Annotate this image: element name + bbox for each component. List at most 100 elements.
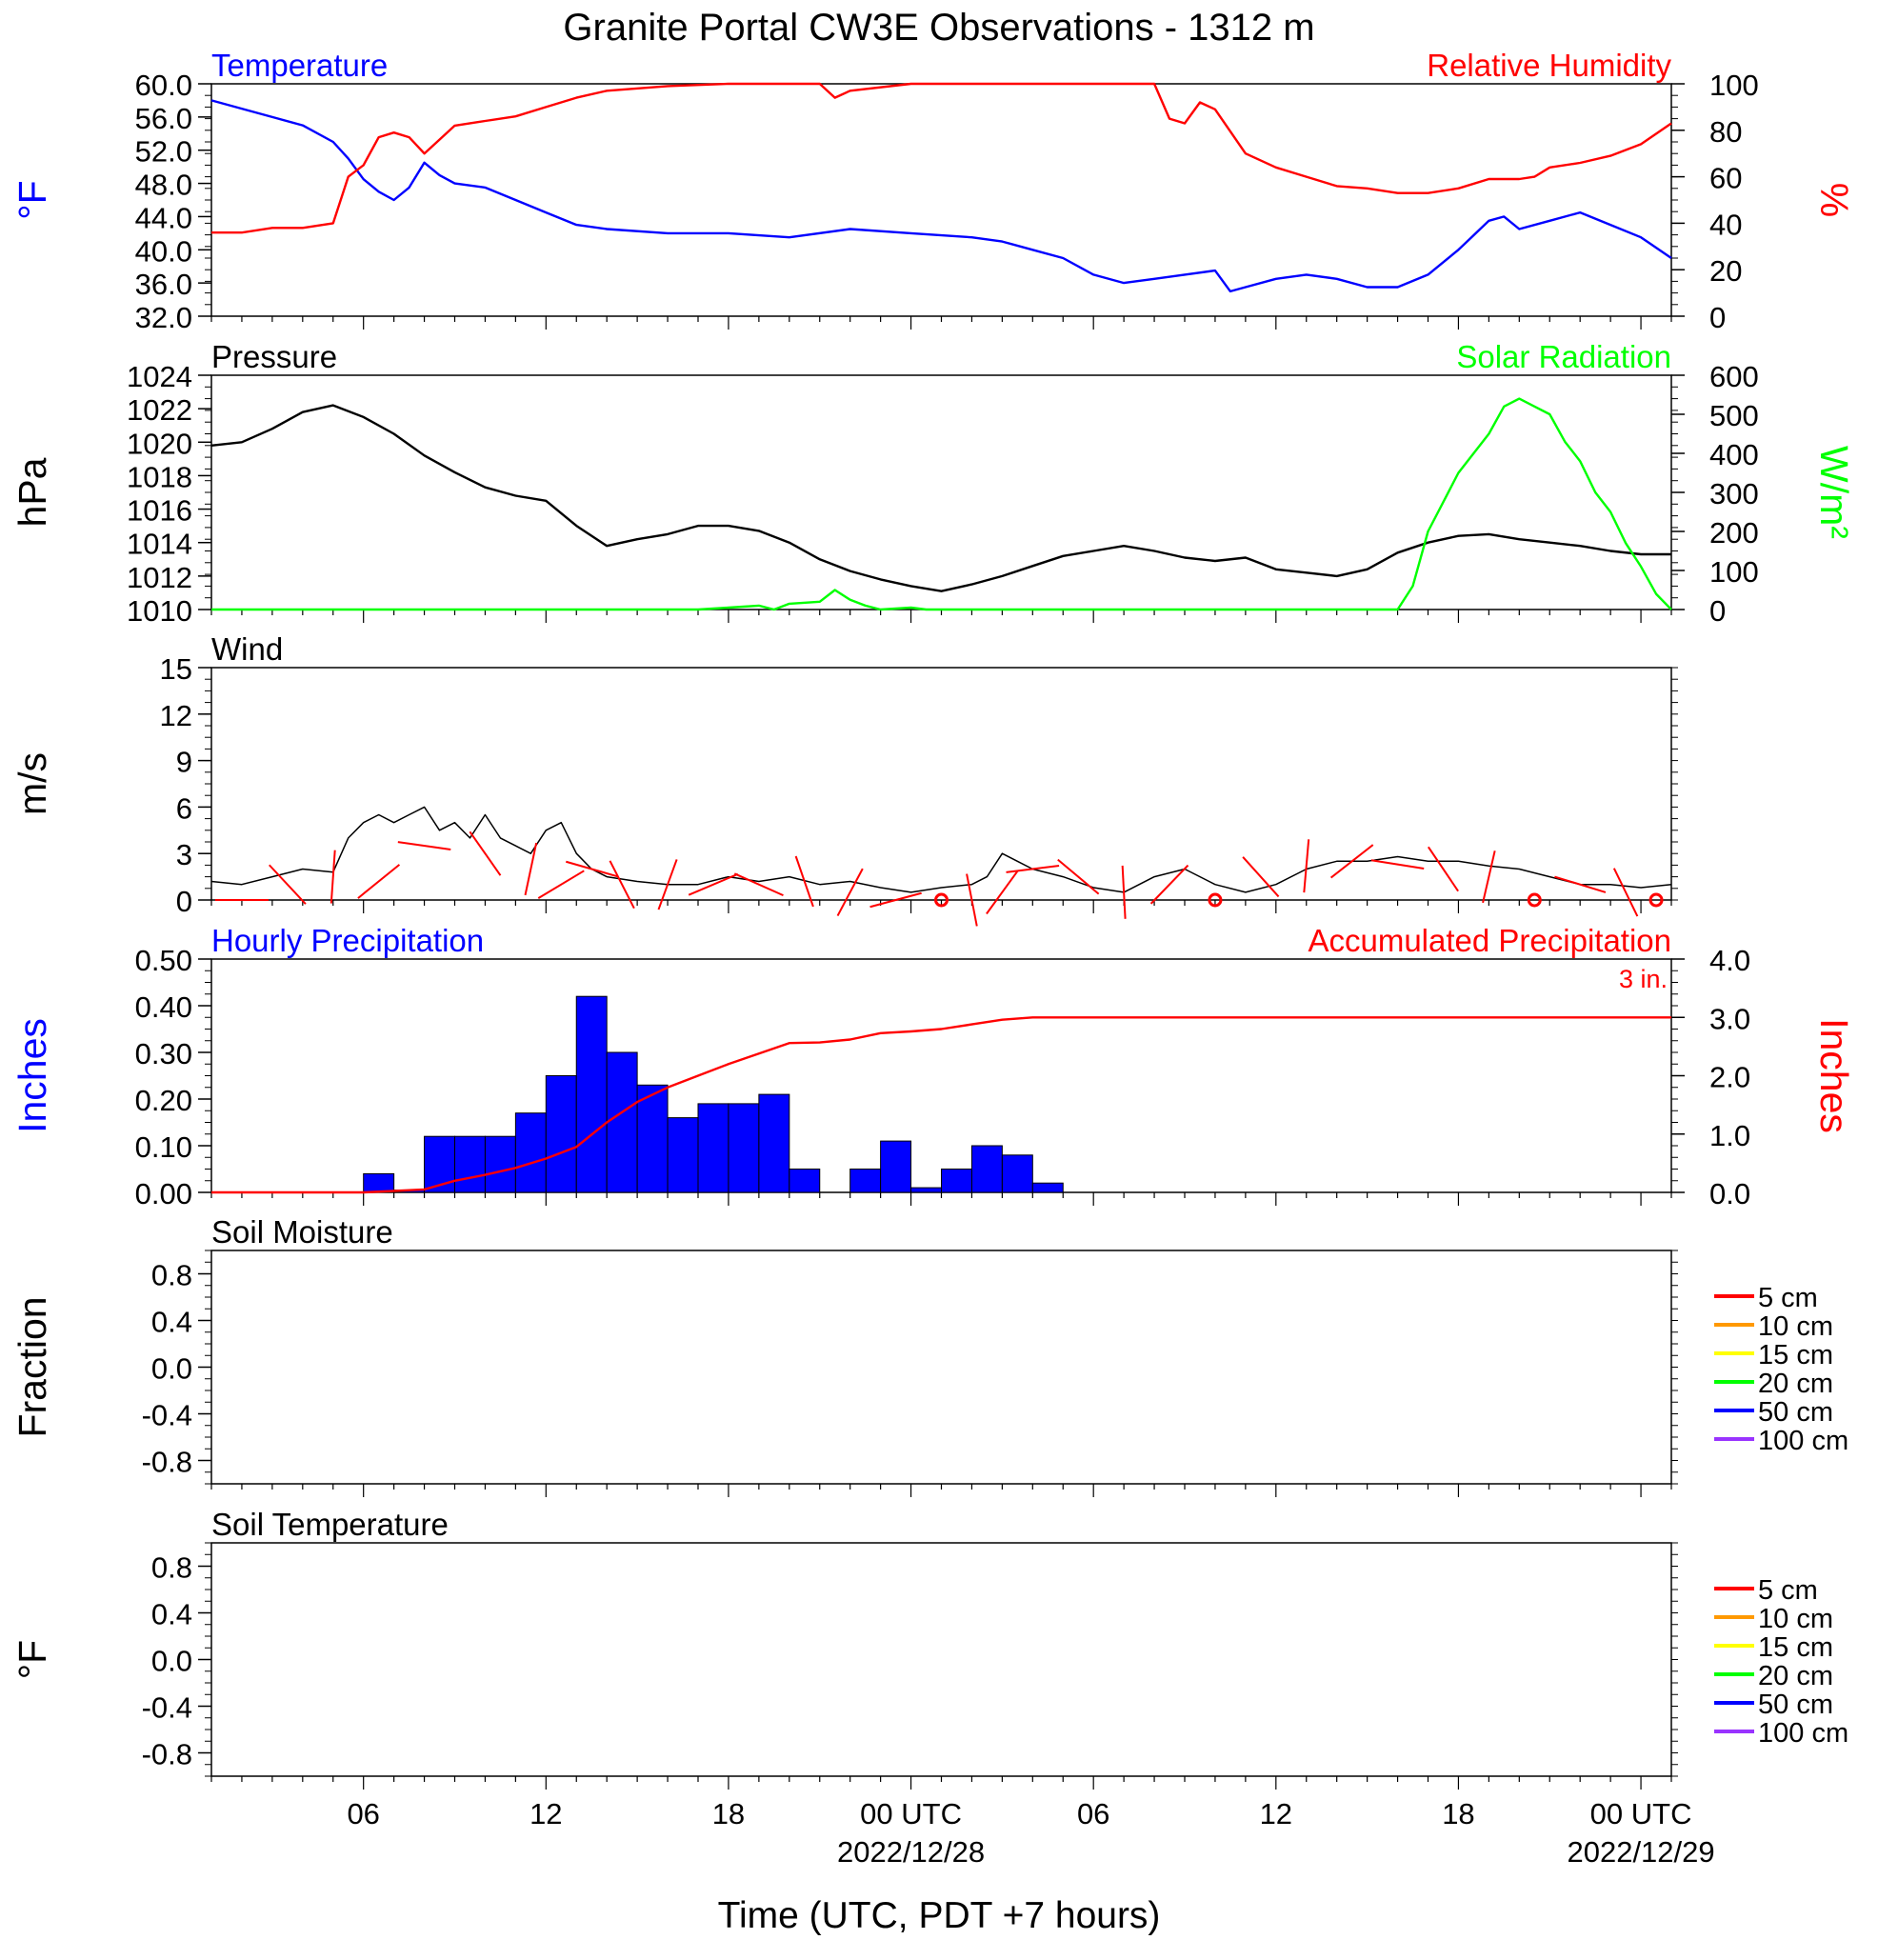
legend-label: 20 cm <box>1758 1661 1833 1691</box>
y-tick-label-left: 48.0 <box>135 169 192 202</box>
x-tick-label: 12 <box>529 1797 562 1830</box>
wind-calm-marker <box>1208 892 1223 908</box>
wind-barb <box>733 872 784 897</box>
panel-frame <box>210 83 1672 317</box>
wind-barb <box>269 864 307 905</box>
x-tick-date: 2022/12/28 <box>837 1835 985 1869</box>
precip-bar <box>880 1140 912 1193</box>
y-tick-label-left: 56.0 <box>135 102 192 135</box>
wind-barb <box>1482 850 1496 904</box>
panel-frame <box>210 667 1672 901</box>
y-tick-label-left: 0.20 <box>135 1084 192 1117</box>
legend-label: 10 cm <box>1758 1311 1833 1342</box>
panel-soil-moisture: 0.8 0.4 0.0 -0.4 -0.8 Soil Moisture Fraction 5 … <box>10 1214 1848 1497</box>
precip-bar <box>1031 1182 1064 1193</box>
y-tick-label-left: 1014 <box>127 528 192 561</box>
y-tick-label-left: 1012 <box>127 561 192 594</box>
legend-label: 5 cm <box>1758 1283 1818 1313</box>
y-tick-label-left: 0.00 <box>135 1177 192 1210</box>
precip-total-label: 3 in. <box>1619 965 1668 993</box>
y-tick-label-right: 200 <box>1709 516 1759 550</box>
y-tick-label-right: 0 <box>1709 594 1726 628</box>
series-line-solar-radiation <box>211 397 1672 611</box>
y-tick-label-right: 300 <box>1709 477 1759 510</box>
precip-bar <box>758 1093 790 1193</box>
y-tick-label-left: 40.0 <box>135 234 192 268</box>
panel-title-left: Soil Moisture <box>211 1214 393 1250</box>
wind-barb <box>1303 839 1310 893</box>
figure-title: Granite Portal CW3E Observations - 1312 … <box>563 7 1314 49</box>
y-tick-label-right: 500 <box>1709 399 1759 432</box>
y-tick-label-left: 3 <box>176 838 192 871</box>
precip-bar <box>575 995 608 1193</box>
y-tick-label-left: 60.0 <box>135 69 192 102</box>
y-tick-label-right: 100 <box>1709 555 1759 589</box>
legend-label: 10 cm <box>1758 1604 1833 1634</box>
legend-label: 5 cm <box>1758 1575 1818 1606</box>
panel-temperature-humidity: 60.056.052.048.044.040.036.032.0 100 80 60 4… <box>10 48 1856 334</box>
wind-calm-marker <box>934 892 949 908</box>
precip-bar <box>910 1187 942 1193</box>
precip-bar <box>363 1172 395 1193</box>
y-tick-label-left: 32.0 <box>135 301 192 334</box>
wind-barb <box>986 870 1019 915</box>
y-tick-label-left: 15 <box>160 652 192 686</box>
y-axis-label-left: °F <box>10 180 54 219</box>
precip-bar <box>728 1103 760 1193</box>
y-tick-label-left: -0.8 <box>142 1738 192 1771</box>
panel-title-right: Accumulated Precipitation <box>1308 923 1671 958</box>
y-tick-label-left: 0.40 <box>135 990 192 1024</box>
y-tick-label-left: 44.0 <box>135 201 192 234</box>
precip-bar <box>849 1169 882 1193</box>
wind-barb <box>1121 865 1127 919</box>
legend-label: 50 cm <box>1758 1397 1833 1428</box>
panel-precipitation: 0.50 0.40 0.30 0.20 0.10 0.00 4.0 3.0 2.0 1.0 0.0 H… <box>10 923 1856 1210</box>
legend-label: 15 cm <box>1758 1632 1833 1663</box>
wind-barb <box>330 850 336 904</box>
wind-barb <box>688 872 739 896</box>
panel-title-left: Soil Temperature <box>211 1507 449 1542</box>
wind-barb <box>537 870 585 900</box>
y-tick-label-right: 2.0 <box>1709 1061 1750 1094</box>
wind-barb <box>1006 865 1060 873</box>
series-line-relative-humidity <box>211 82 1672 234</box>
y-tick-label-left: 0.0 <box>151 1645 192 1678</box>
y-tick-label-left: 1016 <box>127 494 192 528</box>
wind-barb <box>609 860 635 910</box>
wind-barb <box>1329 844 1374 879</box>
y-tick-label-left: 1020 <box>127 427 192 460</box>
y-tick-label-left: 12 <box>160 699 192 732</box>
precip-bar <box>1001 1154 1033 1193</box>
y-tick-label-right: 0.0 <box>1709 1177 1750 1210</box>
y-tick-label-left: -0.4 <box>142 1399 192 1432</box>
y-axis-label-left: hPa <box>10 457 54 527</box>
legend-label: 100 cm <box>1758 1426 1848 1456</box>
y-axis-label-right: Inches <box>1812 1018 1856 1133</box>
wind-barb <box>869 891 922 909</box>
y-tick-label-right: 600 <box>1709 360 1759 393</box>
y-axis-label-left: m/s <box>10 752 54 815</box>
y-tick-label-right: 400 <box>1709 438 1759 471</box>
panel-title-right: Solar Radiation <box>1456 339 1671 374</box>
panel-frame <box>210 374 1672 610</box>
wind-barb <box>524 842 538 896</box>
x-tick-label: 00 UTC <box>1590 1797 1692 1830</box>
wind-barb <box>1612 868 1639 917</box>
precip-bar <box>941 1169 972 1193</box>
wind-barb <box>657 859 678 910</box>
precip-bar <box>606 1051 638 1193</box>
y-axis-label-right: W/m² <box>1812 446 1856 539</box>
y-axis-label-left: Fraction <box>10 1296 54 1437</box>
y-tick-label-left: 1018 <box>127 460 192 493</box>
y-tick-label-left: 1022 <box>127 393 192 427</box>
y-axis-label-right: % <box>1812 183 1856 217</box>
panel-title-left: Wind <box>211 631 283 667</box>
panel-wind: 15 12 9 6 3 0 Wind m/s <box>10 631 1678 927</box>
panel-title-right: Relative Humidity <box>1427 48 1671 83</box>
y-tick-label-right: 100 <box>1709 69 1759 102</box>
y-tick-label-left: -0.4 <box>142 1691 192 1725</box>
